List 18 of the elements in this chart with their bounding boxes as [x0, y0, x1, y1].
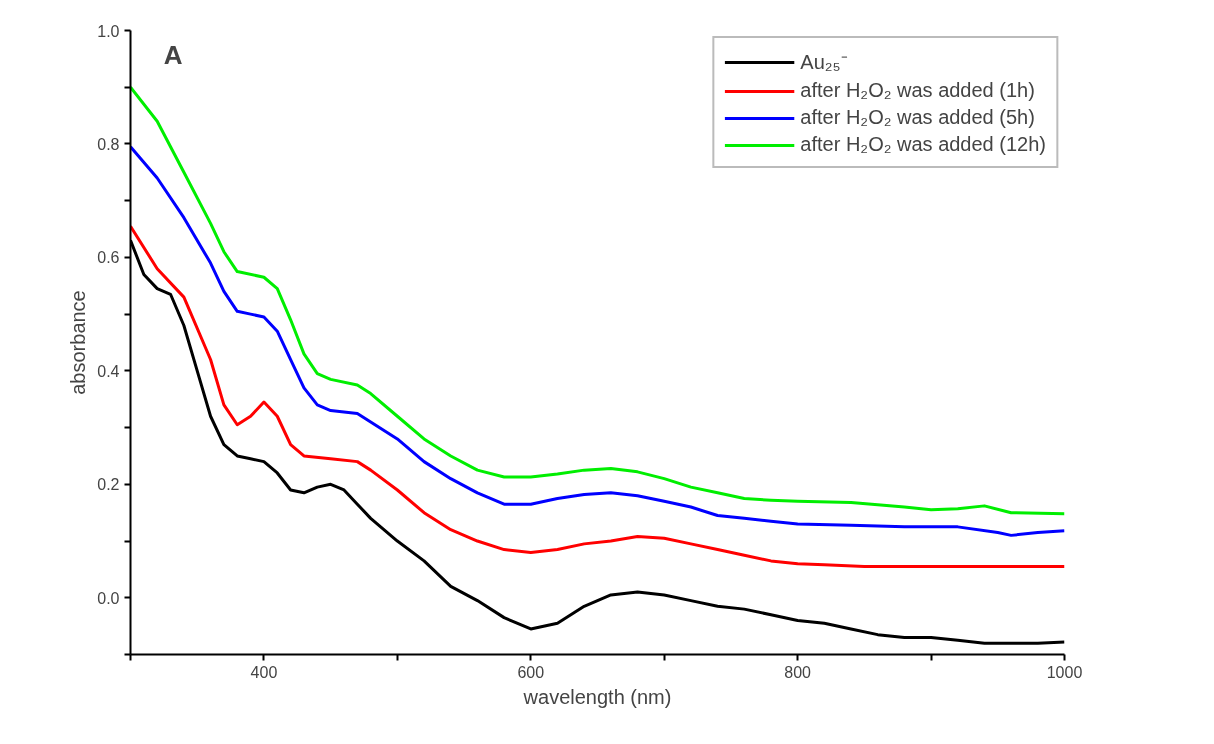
y-tick-label: 1.0 [97, 22, 120, 40]
legend-label: after H₂O₂ was added (1h) [800, 79, 1035, 102]
y-tick-label: 0.6 [97, 249, 120, 267]
x-tick-label: 800 [784, 663, 812, 681]
x-axis-title: wavelength (nm) [522, 685, 672, 708]
y-axis-title: absorbance [67, 290, 90, 395]
y-tick-label: 0.0 [97, 589, 120, 607]
x-tick-label: 1000 [1046, 663, 1083, 681]
y-tick-label: 0.4 [97, 362, 120, 380]
legend-label: Au₂₅⁻ [800, 50, 848, 75]
line-series [130, 224, 1065, 569]
y-tick-label: 0.2 [97, 476, 120, 494]
x-tick-label: 400 [250, 663, 278, 681]
legend-label: after H₂O₂ was added (12h) [800, 133, 1046, 156]
y-tick-label: 0.8 [97, 135, 120, 153]
legend-label: after H₂O₂ was added (5h) [800, 106, 1035, 129]
annotation: A [163, 40, 183, 71]
x-tick-label: 600 [517, 663, 545, 681]
